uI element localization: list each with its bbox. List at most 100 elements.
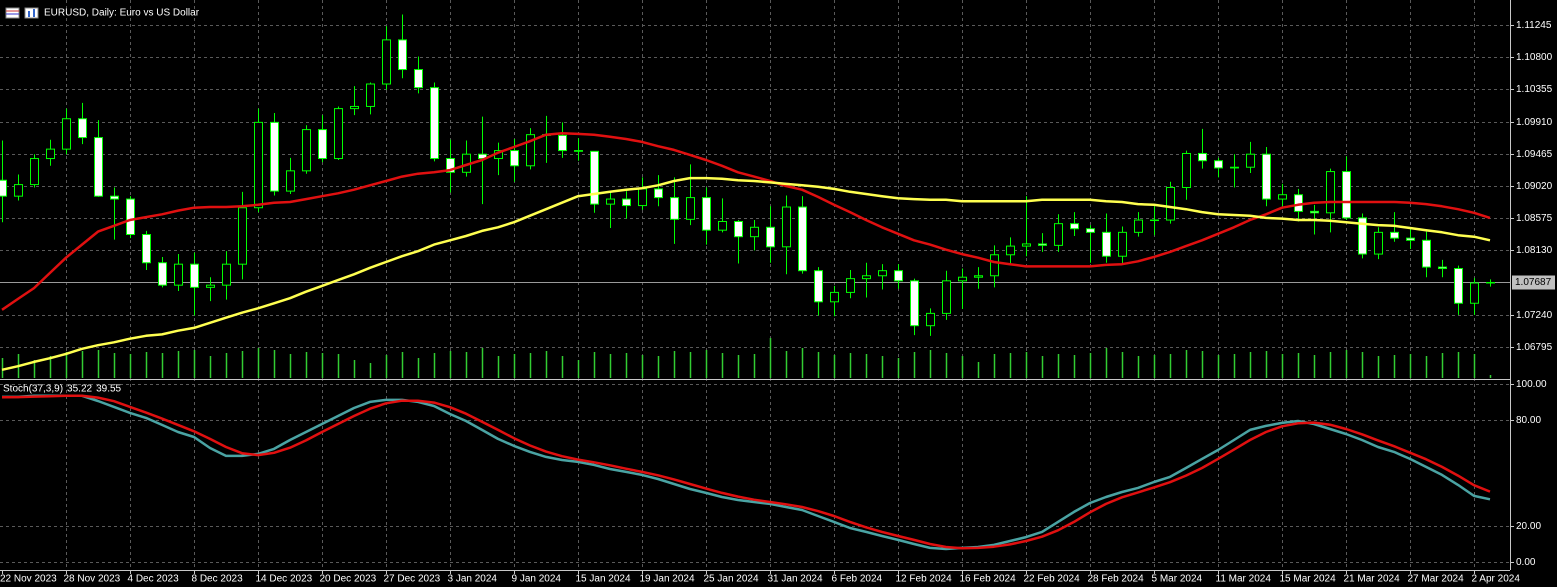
moving-average	[1, 176, 1491, 372]
y-tick-label: 1.09910	[1516, 117, 1553, 128]
x-tick-label: 31 Jan 2024	[768, 574, 823, 585]
candle-body	[334, 108, 343, 160]
candle-body	[1470, 282, 1479, 304]
candle-body	[0, 179, 7, 197]
x-tick-label: 2 Apr 2024	[1472, 574, 1521, 585]
candle-body	[302, 129, 311, 172]
candle-body	[1070, 223, 1079, 230]
x-tick-label: 15 Jan 2024	[576, 574, 631, 585]
candle-body	[14, 184, 23, 197]
icon	[33, 9, 35, 17]
x-tick-label: 19 Jan 2024	[640, 574, 695, 585]
candle-body	[78, 118, 87, 139]
candle-body	[222, 263, 231, 286]
candle-body	[1278, 194, 1287, 200]
candle-body	[510, 150, 519, 167]
candle-body	[670, 197, 679, 220]
candle-body	[1262, 153, 1271, 200]
x-tick-label: 9 Jan 2024	[512, 574, 562, 585]
candle-body	[638, 188, 647, 207]
candle-body	[1454, 268, 1463, 304]
x-tick-label: 21 Mar 2024	[1344, 574, 1401, 585]
candle-body	[574, 150, 583, 152]
candle-body	[654, 188, 663, 199]
price-label: 1.07687	[1515, 277, 1552, 288]
candle-body	[190, 263, 199, 288]
candle-body	[990, 254, 999, 277]
x-tick-label: 25 Jan 2024	[704, 574, 759, 585]
candle-body	[238, 207, 247, 265]
candle-body	[174, 263, 183, 286]
candle-body	[398, 39, 407, 71]
candle-body	[366, 83, 375, 107]
candle-body	[718, 220, 727, 231]
x-tick-label: 27 Mar 2024	[1408, 574, 1465, 585]
candle-body	[1326, 171, 1335, 214]
candle-body	[46, 148, 55, 160]
candle-body	[286, 170, 295, 192]
y-tick-label: 1.07240	[1516, 310, 1553, 321]
candle-body	[1374, 231, 1383, 255]
indicator-value: 39.55	[96, 384, 121, 395]
candle-body	[862, 275, 871, 280]
x-tick-label: 27 Dec 2023	[384, 574, 441, 585]
candle-body	[382, 39, 391, 85]
x-tick-label: 12 Feb 2024	[896, 574, 953, 585]
candle-body	[926, 312, 935, 327]
candle-body	[1166, 186, 1175, 221]
candle-body	[318, 129, 327, 160]
candle-body	[254, 121, 263, 209]
candle-body	[942, 280, 951, 314]
candle-body	[702, 197, 711, 231]
candle-body	[1486, 281, 1495, 284]
x-tick-label: 5 Mar 2024	[1152, 574, 1203, 585]
indicator-title: Stoch(37,3,9)	[3, 384, 63, 395]
y-tick-label: 1.09020	[1516, 181, 1553, 192]
candle-body	[1022, 243, 1031, 247]
candle-body	[1150, 219, 1159, 222]
candle-body	[1086, 228, 1095, 233]
candle-body	[734, 220, 743, 238]
x-tick-label: 16 Feb 2024	[960, 574, 1017, 585]
y-tick-label: 1.06795	[1516, 342, 1553, 353]
y-tick-label: 20.00	[1516, 521, 1541, 532]
x-tick-label: 28 Feb 2024	[1088, 574, 1145, 585]
candle-body	[1134, 219, 1143, 233]
candle-body	[814, 270, 823, 303]
candle-body	[430, 87, 439, 160]
candle-body	[1182, 152, 1191, 188]
candle-body	[1342, 171, 1351, 219]
candle-body	[558, 134, 567, 152]
candle-body	[1422, 239, 1431, 268]
candle-body	[62, 118, 71, 150]
candle-body	[622, 198, 631, 207]
candle-body	[750, 226, 759, 238]
moving-average	[1, 131, 1491, 311]
y-tick-label: 1.10800	[1516, 52, 1553, 63]
indicator-value: 35.22	[67, 384, 92, 395]
y-tick-label: 0.00	[1516, 557, 1536, 568]
candle-body	[1230, 166, 1239, 169]
candle-body	[142, 234, 151, 264]
candle-body	[766, 226, 775, 248]
x-tick-label: 4 Dec 2023	[128, 574, 180, 585]
price-marker	[1512, 275, 1555, 290]
candle-body	[1390, 231, 1399, 239]
candle-body	[782, 206, 791, 248]
candle-body	[30, 158, 39, 186]
candle-body	[798, 206, 807, 272]
candle-body	[126, 198, 135, 236]
candle-body	[110, 195, 119, 200]
x-tick-label: 28 Nov 2023	[64, 574, 121, 585]
candle-body	[1198, 152, 1207, 162]
candle-body	[350, 105, 359, 110]
mark-layer	[0, 14, 1495, 551]
y-tick-label: 80.00	[1516, 415, 1541, 426]
candle-body	[414, 69, 423, 89]
x-tick-label: 14 Dec 2023	[256, 574, 313, 585]
x-tick-label: 11 Mar 2024	[1216, 574, 1272, 585]
candle-body	[1118, 231, 1127, 257]
candle-body	[1246, 153, 1255, 168]
